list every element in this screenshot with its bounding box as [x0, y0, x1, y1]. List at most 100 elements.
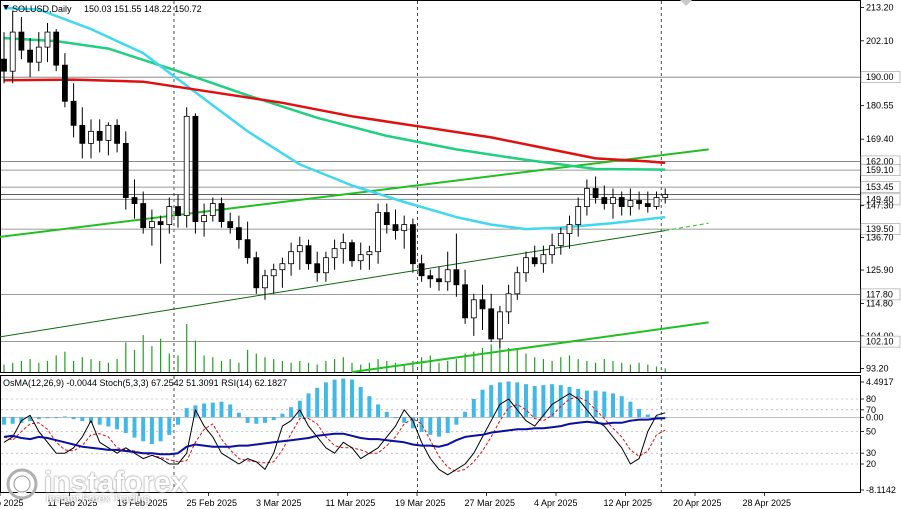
- osma-bar: [428, 417, 433, 435]
- date-tick-label: 25 Feb 2025: [187, 498, 238, 508]
- price-tick-label: 117.80: [866, 289, 893, 299]
- candle-body: [53, 31, 60, 66]
- osma-bar: [202, 403, 207, 418]
- osma-bar: [271, 417, 276, 421]
- price-tick-label: 139.50: [866, 224, 894, 234]
- indicator-tick-label: -8.1142: [866, 485, 896, 495]
- price-tick-label: 149.40: [866, 194, 894, 204]
- osma-bar: [228, 404, 233, 418]
- date-tick-label: 11 Mar 2025: [326, 498, 376, 508]
- osma-bar: [541, 385, 546, 418]
- osma-bar: [263, 417, 267, 423]
- candle-body: [479, 299, 486, 310]
- price-tick-label: 202.10: [866, 36, 894, 46]
- rsi-line: [3, 417, 666, 456]
- price-tick-label: 159.10: [866, 165, 894, 175]
- osma-bar: [210, 402, 215, 418]
- candle-body: [253, 257, 260, 289]
- osma-bar: [663, 417, 668, 419]
- candle-body: [88, 130, 94, 144]
- price-tick-label: 153.45: [866, 182, 894, 192]
- osma-bar: [115, 417, 120, 430]
- candle-body: [1, 58, 7, 72]
- candle-body: [470, 299, 477, 319]
- osma-bar: [532, 386, 537, 418]
- osma-bar: [341, 378, 346, 418]
- candle-body: [392, 224, 399, 232]
- horizontal-levels: [1, 76, 860, 343]
- osma-bar: [358, 386, 363, 418]
- date-tick-label: 2 Feb 2025: [0, 498, 24, 508]
- candle-body: [44, 31, 51, 48]
- date-tick-label: 4 Apr 2025: [534, 498, 578, 508]
- moving-averages: [0, 6, 709, 373]
- osma-bar: [89, 417, 93, 423]
- osma-bar: [36, 417, 41, 420]
- osma-bar: [141, 417, 146, 442]
- osma-bar: [19, 417, 24, 423]
- price-level-tag: [860, 181, 901, 193]
- osma-bar: [628, 401, 633, 418]
- candle-body: [105, 124, 112, 141]
- osma-bar: [332, 379, 337, 418]
- osma-bar: [149, 417, 154, 445]
- symbol-dropdown-icon[interactable]: [3, 5, 9, 10]
- osma-bar: [393, 417, 398, 419]
- osma-bar: [376, 404, 381, 418]
- indicator-panel: [1, 378, 860, 476]
- stoch-signal-line: [3, 396, 666, 473]
- osma-bar: [280, 413, 285, 418]
- ema-200-line: [3, 78, 666, 165]
- candle-body: [523, 257, 529, 274]
- date-tick-label: 19 Mar 2025: [395, 498, 446, 508]
- indicator-tick-label: 30: [866, 448, 876, 458]
- price-tick-label: 180.55: [866, 101, 894, 111]
- osma-bar: [45, 417, 50, 419]
- date-axis: 2 Feb 2025 11 Feb 2025 19 Feb 2025 25 Feb 2…: [0, 492, 791, 508]
- candlesticks: [1, 11, 669, 348]
- candle-body: [305, 245, 312, 265]
- chart-symbol: SOLUSD,Daily: [12, 4, 72, 14]
- candle-body: [70, 100, 77, 126]
- candle-body: [270, 269, 277, 277]
- osma-bar: [437, 417, 441, 437]
- price-tick-label: 125.90: [866, 265, 894, 275]
- candle-body: [262, 275, 268, 289]
- candle-body: [444, 269, 451, 283]
- candle-body: [322, 257, 329, 274]
- osma-bar: [80, 417, 85, 422]
- candle-body: [35, 46, 42, 63]
- osma-bar: [550, 384, 555, 418]
- osma-bar: [410, 417, 415, 429]
- osma-bar: [245, 417, 250, 423]
- candle-body: [662, 194, 669, 198]
- price-tick-label: 93.20: [866, 363, 889, 373]
- watermark-brand: instaforex: [44, 466, 188, 499]
- candle-body: [409, 224, 416, 265]
- period-separators: [173, 1, 662, 492]
- scroll-marker-icon[interactable]: [680, 0, 692, 6]
- candle-body: [331, 248, 338, 259]
- candle-body: [427, 275, 434, 280]
- candle-body: [540, 254, 547, 265]
- osma-bar: [62, 416, 67, 418]
- osma-bar: [106, 417, 111, 427]
- candle-body: [531, 257, 538, 265]
- candle-body: [27, 49, 34, 63]
- candle-body: [114, 124, 120, 144]
- osma-bar: [558, 385, 563, 418]
- price-level-tag: [860, 223, 901, 235]
- osma-bar: [402, 417, 407, 423]
- chart-ohlc: 150.03 151.55 148.22 150.72: [84, 4, 202, 14]
- candle-body: [627, 200, 634, 207]
- candle-body: [183, 115, 190, 216]
- osma-bar: [367, 396, 372, 418]
- osma-bar: [254, 417, 259, 424]
- osma-bar: [584, 390, 589, 418]
- osma-bar: [123, 417, 128, 433]
- candle-body: [218, 203, 225, 222]
- osma-bar: [184, 408, 189, 418]
- osma-bar: [471, 398, 476, 418]
- candle-body: [62, 64, 68, 102]
